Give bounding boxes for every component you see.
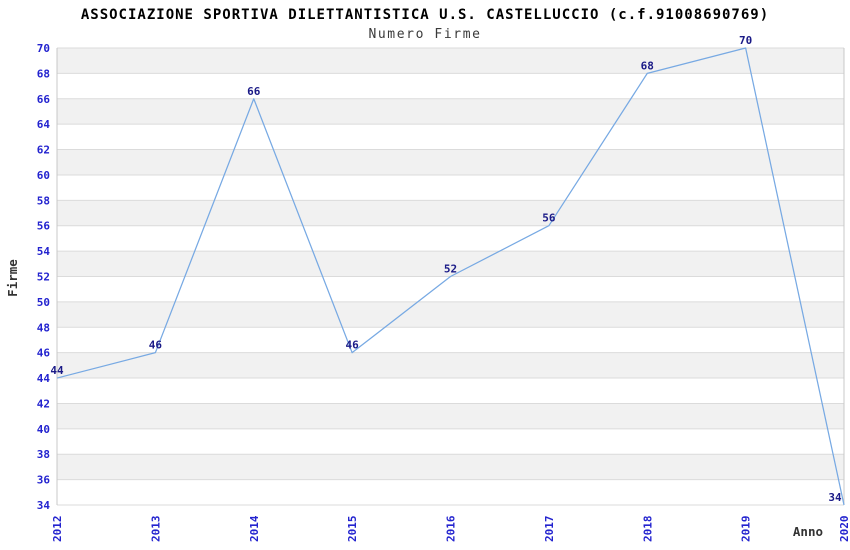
x-tick-label: 2012 (51, 516, 64, 543)
band (57, 301, 844, 328)
y-tick-label: 68 (37, 67, 50, 80)
x-axis-tick-labels: 2012 2013 2014 2015 2016 2017 2018 2019 2020 (51, 515, 850, 542)
x-tick-label: 2018 (641, 516, 654, 543)
data-point-label: 70 (739, 34, 752, 47)
y-tick-label: 52 (37, 271, 50, 284)
band (57, 428, 844, 455)
y-tick-label: 62 (37, 144, 50, 157)
x-tick-label: 2019 (740, 516, 753, 543)
band (57, 149, 844, 175)
y-tick-label: 42 (37, 397, 50, 410)
y-tick-label: 70 (37, 42, 50, 55)
band (57, 98, 844, 125)
plot-borders (56, 48, 845, 505)
y-tick-label: 60 (37, 169, 50, 182)
y-axis-tick-labels: 34 36 38 40 42 44 46 48 50 52 54 56 58 60 62 64 66 68 70 (37, 42, 51, 512)
data-point-label: 52 (444, 263, 457, 276)
gridlines (57, 47, 844, 506)
y-tick-label: 66 (37, 93, 51, 106)
y-tick-label: 64 (37, 118, 51, 131)
x-tick-label: 2013 (149, 516, 162, 543)
y-tick-label: 56 (37, 220, 51, 233)
data-point-label: 68 (641, 59, 654, 72)
band (57, 124, 844, 150)
band (57, 200, 844, 226)
data-point-label: 44 (50, 364, 64, 377)
chart-subtitle: Numero Firme (368, 27, 482, 42)
band (57, 352, 844, 379)
x-tick-label: 2014 (248, 515, 261, 542)
band (57, 479, 844, 505)
x-tick-label: 2017 (543, 516, 556, 543)
chart-title: ASSOCIAZIONE SPORTIVA DILETTANTISTICA U.… (80, 7, 770, 23)
y-tick-label: 58 (37, 194, 50, 207)
plot-background-bands (57, 48, 844, 505)
data-point-label: 46 (149, 339, 163, 352)
y-tick-label: 44 (37, 372, 51, 385)
series-line (56, 47, 845, 506)
data-point-labels: 44 46 66 46 52 56 68 70 34 (50, 34, 842, 504)
y-axis-title: Firme (5, 259, 20, 297)
y-tick-label: 54 (37, 245, 51, 258)
band (57, 378, 844, 404)
band (57, 225, 844, 252)
band (57, 327, 844, 353)
data-point-label: 34 (828, 491, 842, 504)
y-tick-label: 50 (37, 296, 50, 309)
x-tick-label: 2015 (346, 516, 359, 543)
x-tick-label: 2016 (445, 515, 458, 542)
x-axis-title: Anno (793, 524, 823, 539)
y-tick-label: 38 (37, 448, 50, 461)
y-tick-label: 40 (37, 423, 50, 436)
y-tick-label: 36 (37, 474, 51, 487)
band (57, 174, 844, 201)
band (57, 454, 844, 480)
band (57, 276, 844, 302)
band (57, 48, 844, 74)
band (57, 403, 844, 429)
band (57, 73, 844, 99)
x-tick-label: 2020 (838, 516, 850, 543)
series-line-group (56, 47, 845, 506)
data-point-label: 46 (346, 339, 360, 352)
band (57, 251, 844, 277)
data-point-label: 56 (542, 212, 556, 225)
y-tick-label: 48 (37, 321, 50, 334)
y-tick-label: 34 (37, 499, 51, 512)
y-tick-label: 46 (37, 347, 51, 360)
data-point-label: 66 (247, 85, 261, 98)
